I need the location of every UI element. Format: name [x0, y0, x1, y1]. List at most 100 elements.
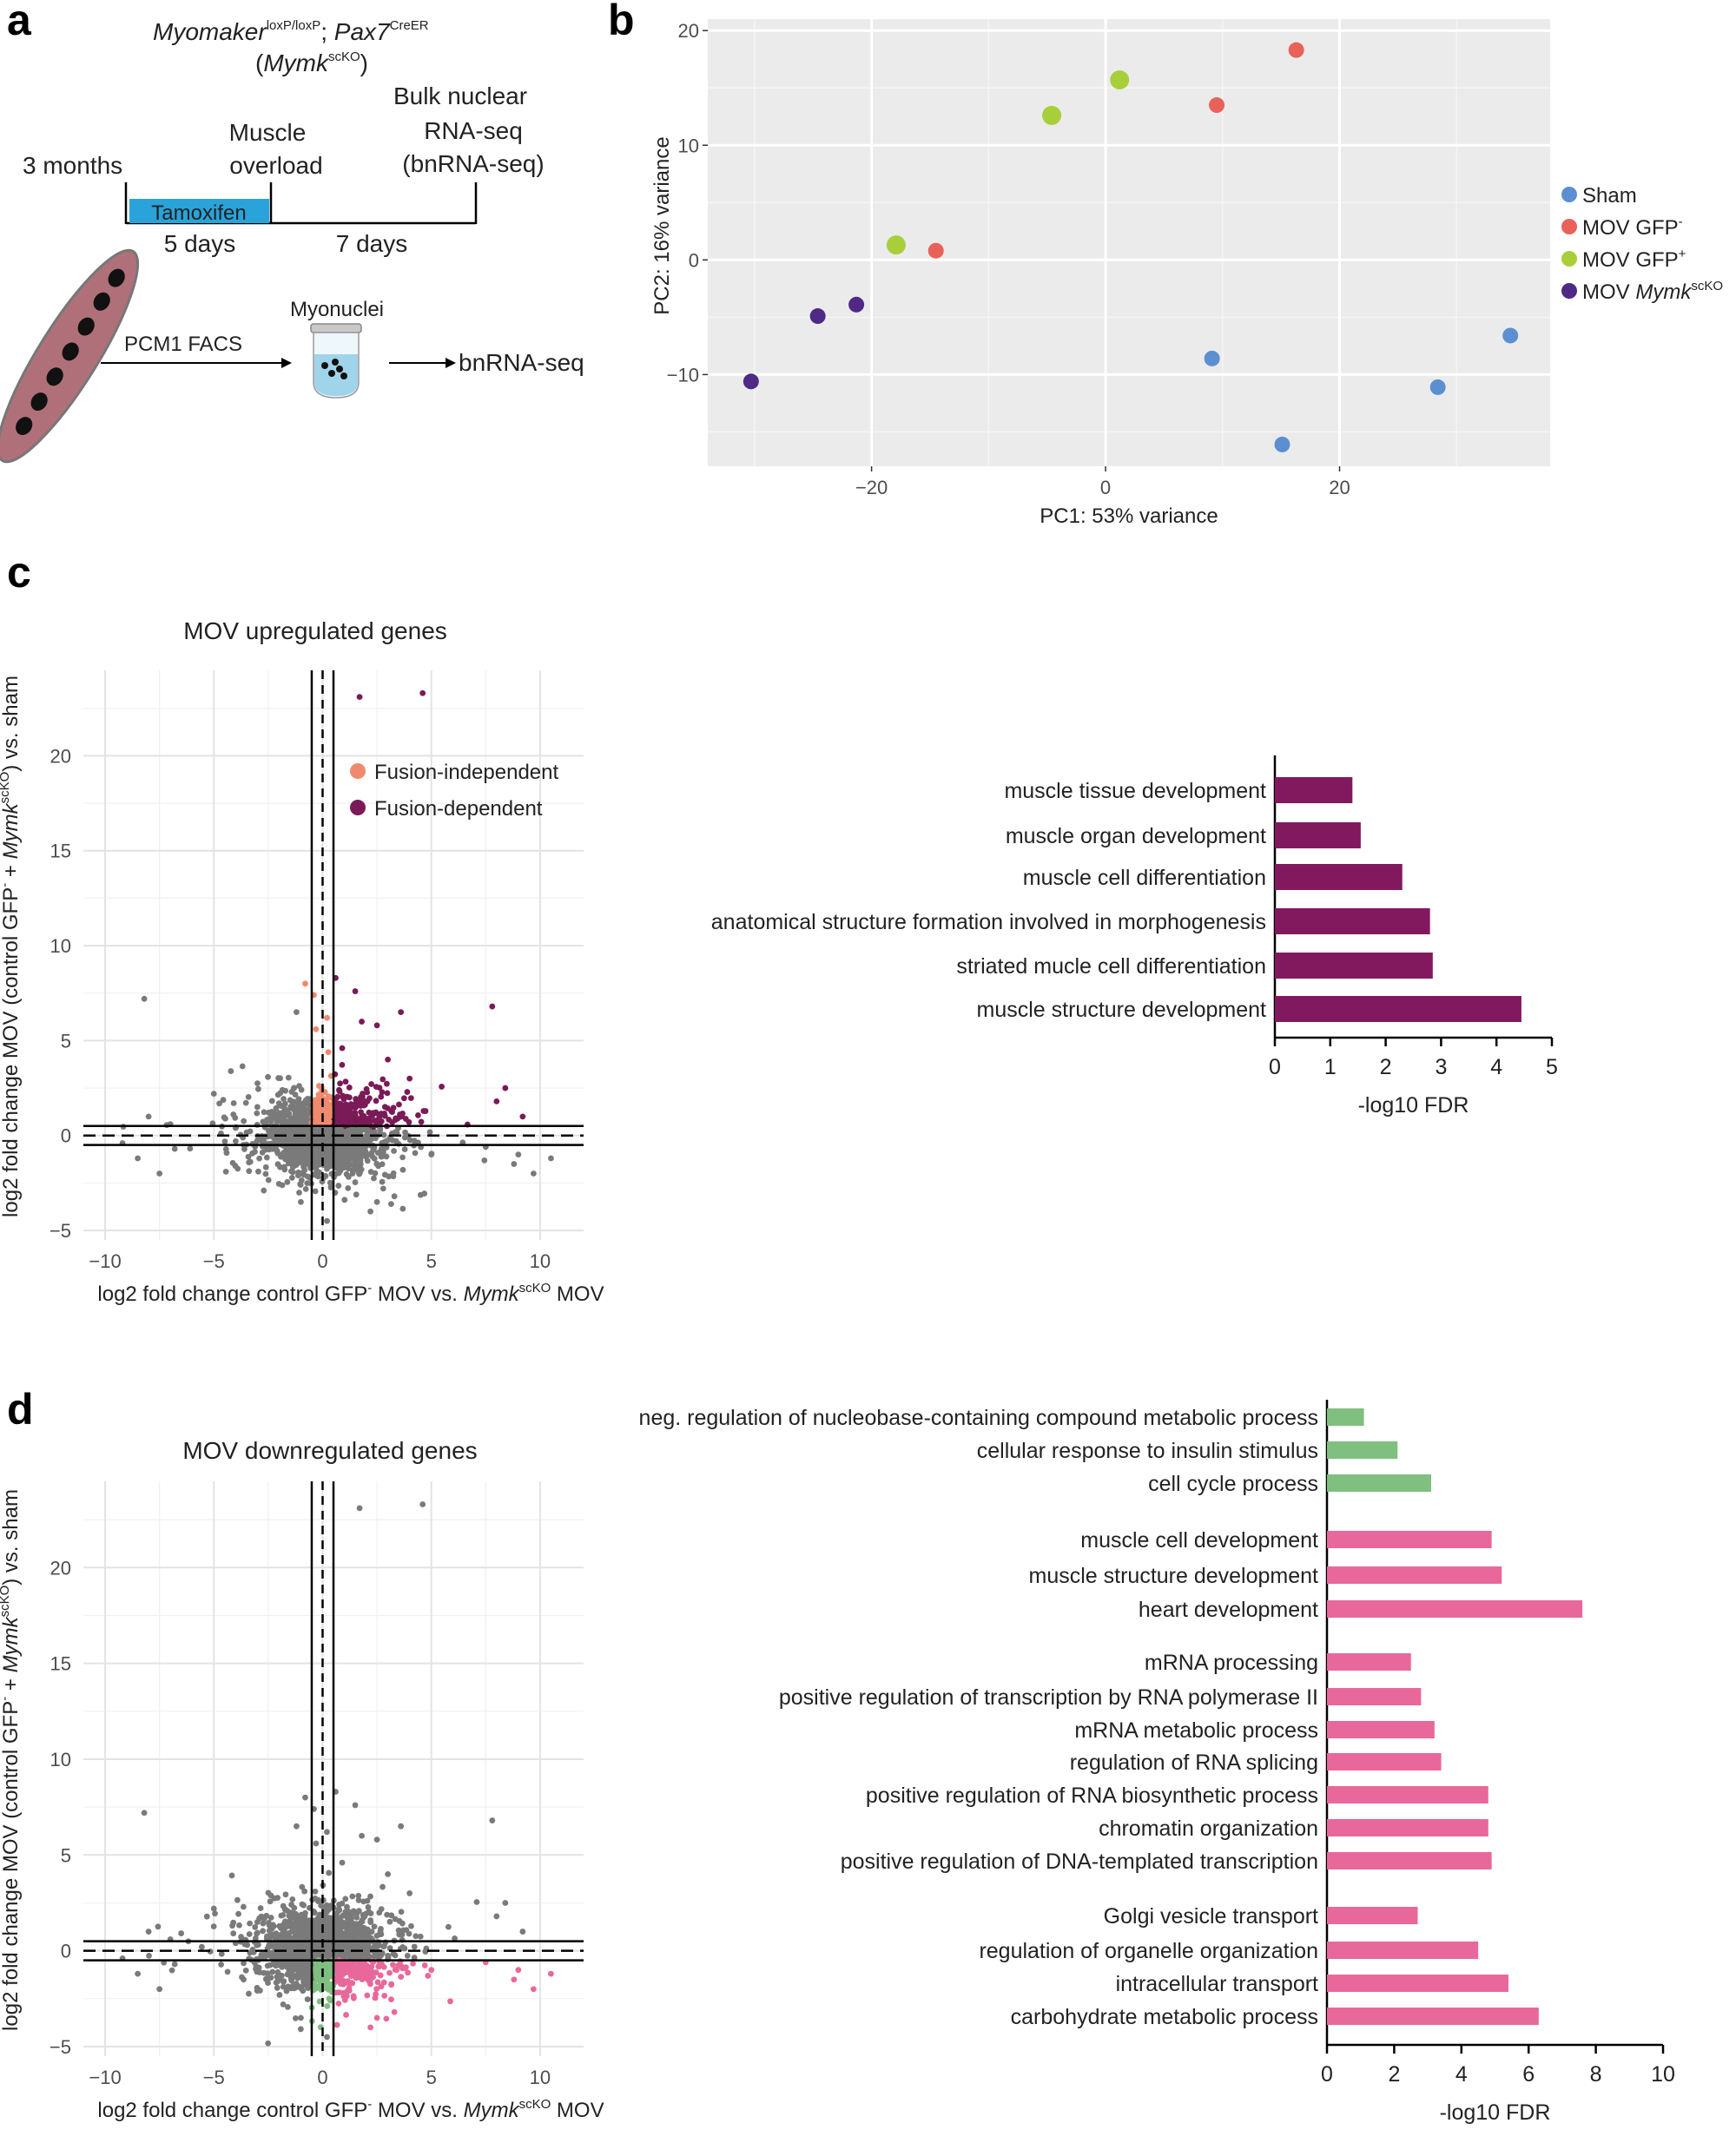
scatter-x-tick-label: 0	[317, 1250, 327, 1272]
scatter-point	[400, 1095, 407, 1102]
bar-category-label: anatomical structure formation involved …	[711, 910, 1266, 934]
legend-sup: -	[1679, 214, 1683, 229]
abbr-sup: scKO	[328, 49, 360, 64]
scatter-point	[353, 1128, 360, 1135]
scatter-point	[266, 1928, 273, 1934]
pca-point-sham	[1429, 379, 1446, 395]
scatter-outlier-point	[324, 1217, 330, 1224]
scatter-point	[365, 1965, 372, 1972]
bar-x-axis-label: -log10 FDR	[1358, 1093, 1469, 1118]
scatter-point	[261, 1187, 267, 1194]
scatter-point	[284, 2004, 291, 2010]
scatter-point	[302, 1159, 309, 1166]
scatter-point	[306, 1101, 313, 1108]
scatter-point	[406, 1118, 413, 1125]
scatter-point	[413, 1933, 419, 1940]
scatter-point	[407, 1095, 414, 1102]
scatter-point	[256, 1155, 263, 1162]
scatter-point	[268, 1098, 275, 1104]
scatter-outlier-point	[171, 1145, 178, 1152]
scatter-point	[254, 1080, 261, 1087]
scatter-point	[265, 1975, 271, 1981]
axis-sup: -	[0, 883, 12, 887]
legend-text: MOV GFP	[1582, 216, 1679, 240]
scatter-point	[364, 1089, 371, 1096]
scatter-point	[274, 1147, 281, 1154]
muscle-fiber-body	[0, 248, 140, 464]
scatter-point	[212, 1910, 218, 1917]
scatter-outlier-point	[531, 1170, 537, 1177]
scatter-outlier-point	[515, 1151, 522, 1157]
scatter-point	[358, 1109, 364, 1116]
scatter-point	[273, 1104, 280, 1111]
scatter-point	[274, 1161, 281, 1168]
scatter-point	[338, 1127, 345, 1134]
axis-text: log2 fold change control GFP	[97, 1283, 367, 1306]
scatter-point	[276, 1922, 283, 1929]
scatter-point	[373, 1098, 380, 1104]
abbr-close: )	[360, 49, 368, 76]
scatter-point	[380, 1131, 387, 1138]
scatter-point	[300, 1137, 307, 1143]
scatter-point	[412, 1150, 419, 1157]
scatter-outlier-point	[254, 1104, 261, 1111]
scatter-point	[386, 1173, 393, 1180]
scatter-point	[232, 1163, 239, 1170]
scatter-point	[216, 1100, 222, 1107]
scatter-point	[379, 1153, 386, 1160]
scatter-outlier-point	[489, 1003, 496, 1010]
scatter-point	[275, 1181, 282, 1187]
scatter-point	[404, 1952, 411, 1959]
scatter-point	[340, 1112, 347, 1119]
scatter-point	[371, 1155, 378, 1162]
scatter-legend-label: Fusion-dependent	[374, 797, 543, 821]
myonucleus	[46, 367, 63, 386]
scatter-point	[280, 1983, 287, 1990]
scatter-point	[279, 1086, 286, 1093]
scatter-point	[245, 1093, 252, 1100]
scatter-point	[380, 1144, 387, 1151]
genotype-sup-1: loxP/loxP	[267, 18, 321, 33]
scatter-point	[411, 1943, 418, 1950]
scatter-point	[281, 1096, 287, 1102]
scatter-point	[241, 1146, 248, 1152]
scatter-point	[335, 2000, 342, 2007]
scatter-point	[241, 1960, 247, 1967]
scatter-point	[367, 1893, 373, 1900]
scatter-y-tick-label: 5	[61, 1030, 71, 1052]
scatter-point	[359, 1146, 366, 1153]
scatter-point	[311, 1109, 318, 1116]
bar-category-label: muscle structure development	[977, 998, 1267, 1022]
scatter-point	[445, 1923, 452, 1930]
scatter-point	[350, 1995, 357, 2001]
genotype-sup-2: CreER	[390, 18, 429, 33]
scatter-point	[218, 1950, 225, 1957]
scatter-point	[365, 1151, 372, 1158]
tamoxifen-bar	[129, 199, 269, 223]
scatter-point	[393, 1115, 399, 1122]
scatter-point	[357, 1156, 364, 1163]
axis-text: ) vs. sham	[0, 676, 23, 772]
scatter-point	[272, 1943, 279, 1950]
tube-icon	[310, 323, 362, 399]
age-label: 3 months	[23, 152, 122, 179]
axis-text: log2 fold change MOV (control GFP	[0, 887, 23, 1217]
scatter-point	[399, 1205, 406, 1212]
scatter-point	[293, 1118, 300, 1124]
scatter-point	[337, 1168, 344, 1174]
scatter-point	[327, 1155, 333, 1161]
scatter-point	[312, 1889, 319, 1895]
scatter-point	[360, 1113, 367, 1120]
scatter-point	[289, 1896, 296, 1902]
scatter-point	[390, 1962, 396, 1968]
scatter-point	[383, 2015, 390, 2022]
scatter-point	[327, 1179, 333, 1186]
scatter-point	[346, 1085, 353, 1091]
scatter-point	[275, 1100, 282, 1107]
scatter-point	[239, 1063, 246, 1070]
bar	[1275, 777, 1353, 803]
legend-text: Sham	[1582, 184, 1637, 208]
scatter-point	[349, 1170, 356, 1177]
